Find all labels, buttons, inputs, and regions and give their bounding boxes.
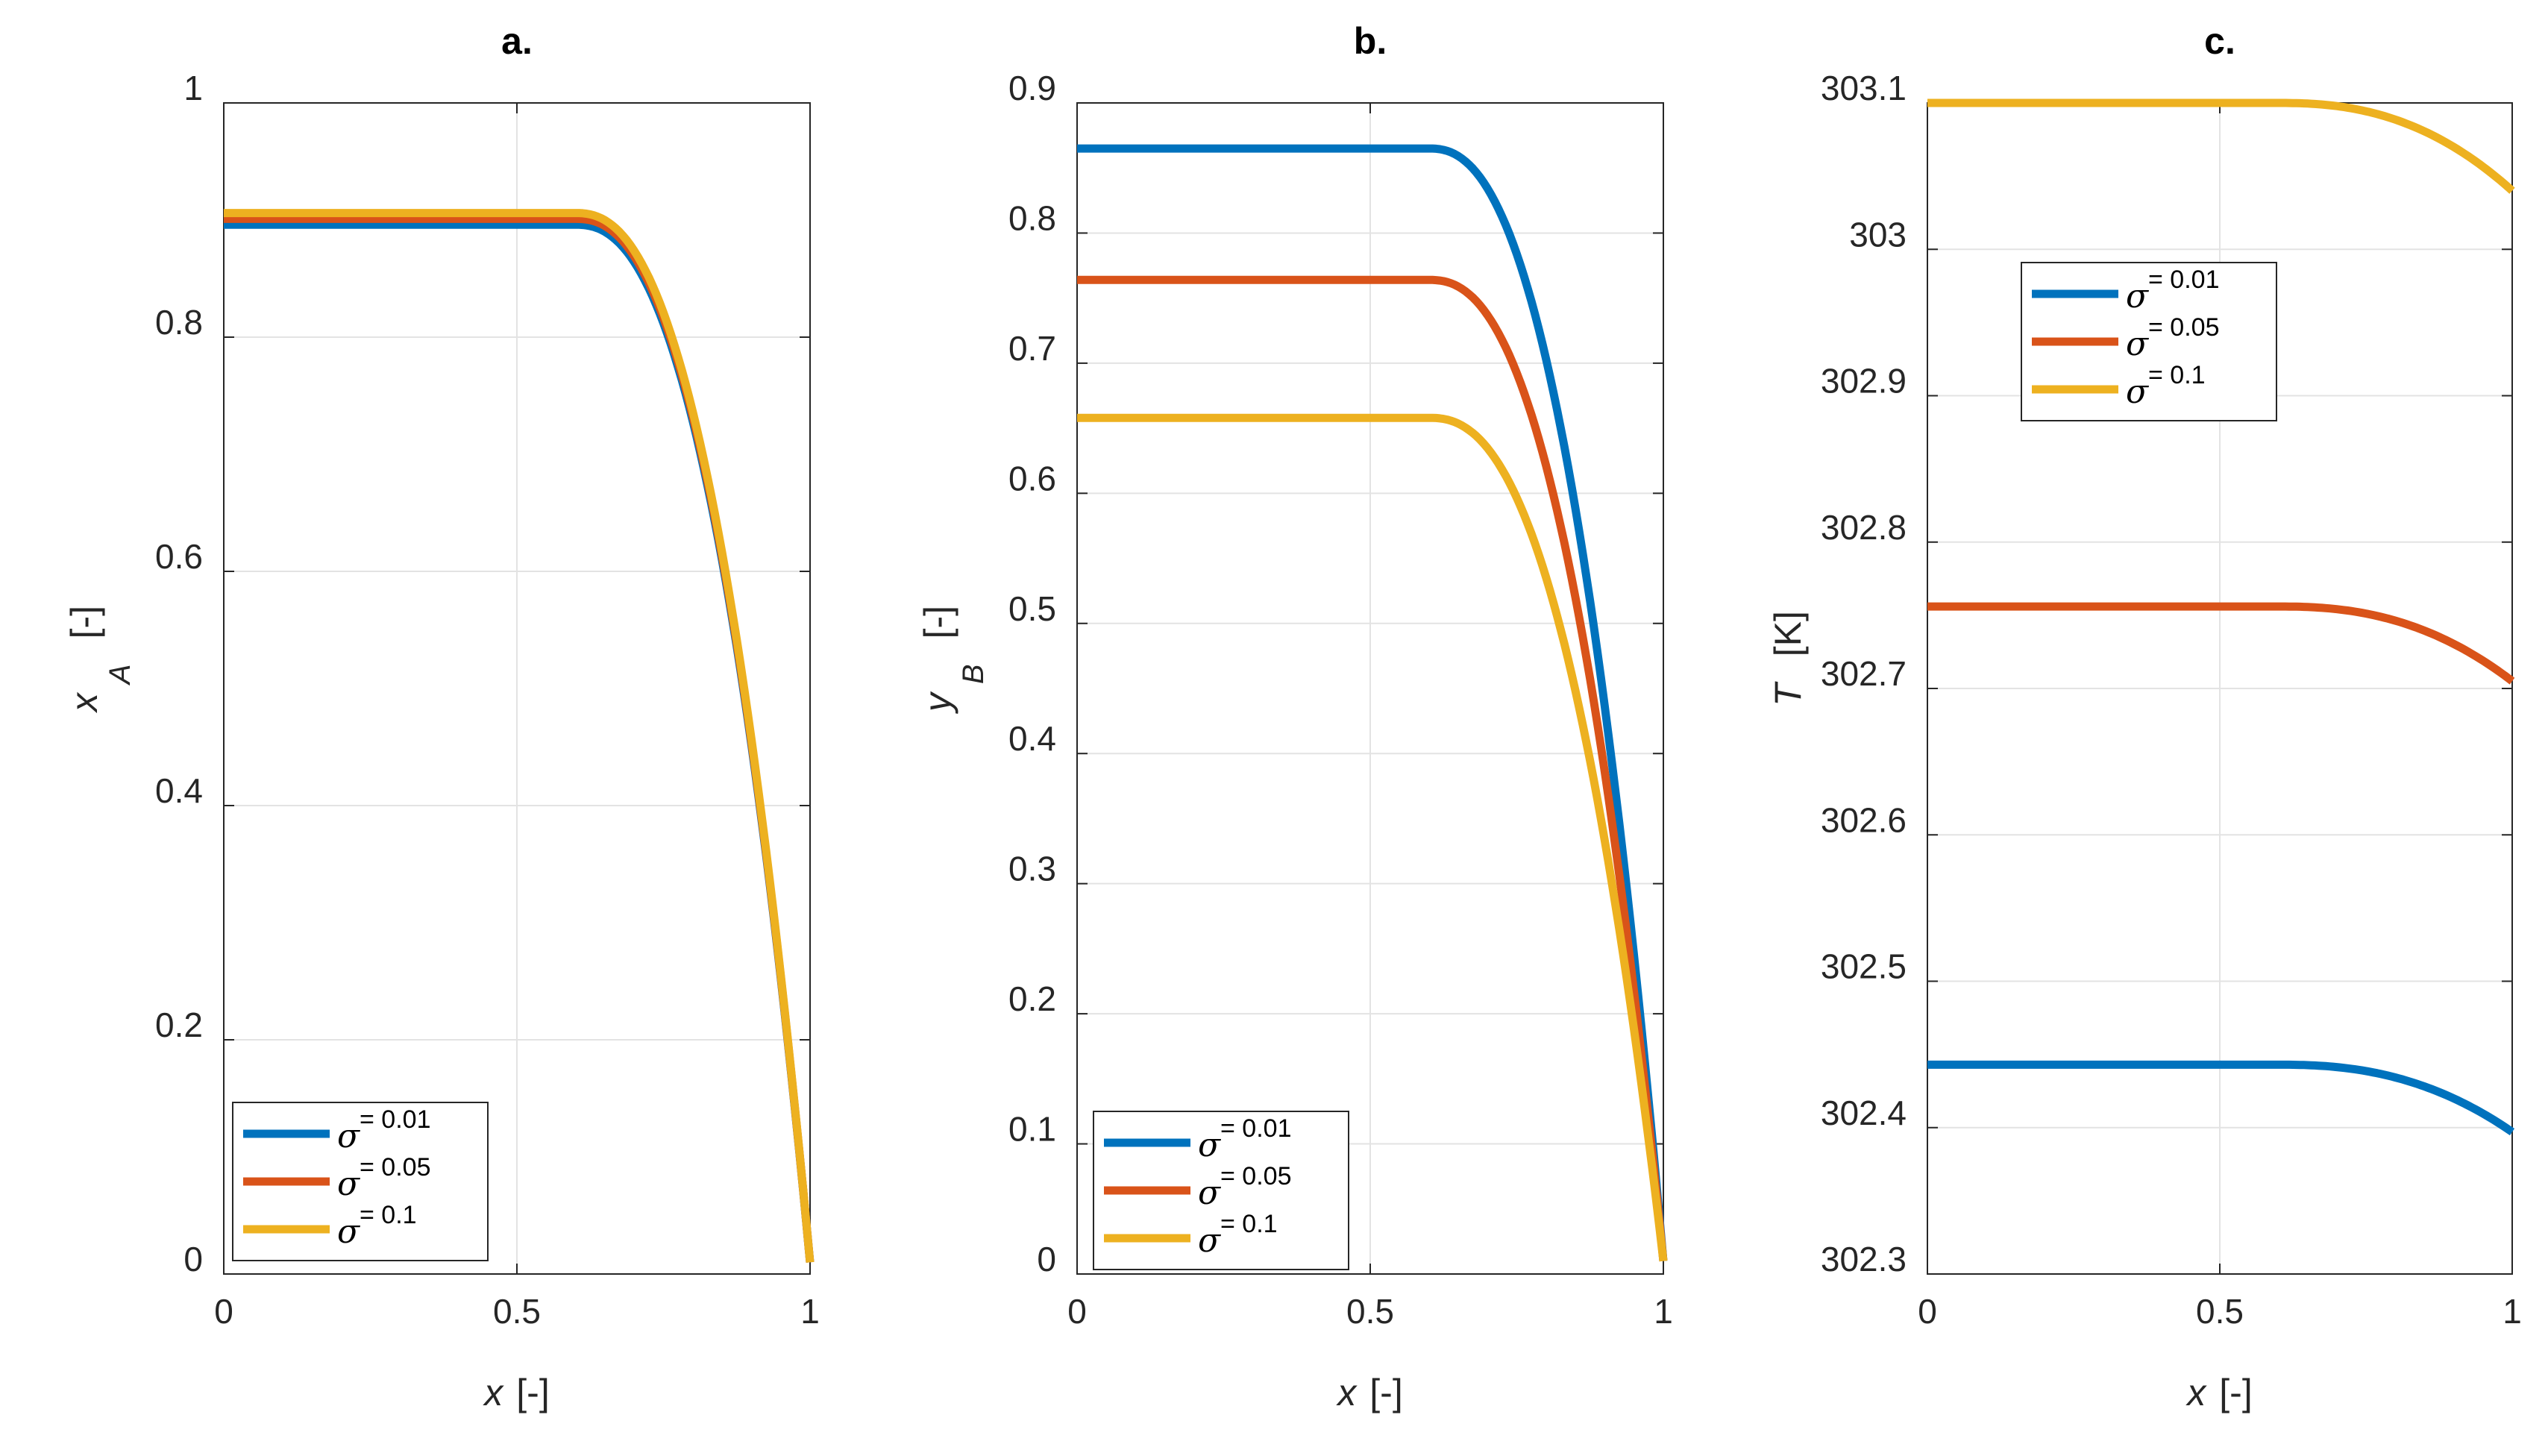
y-tick-label: 0.2: [155, 1005, 203, 1044]
legend-symbol: σ: [2126, 373, 2150, 411]
y-axis-subscript: A: [104, 664, 136, 685]
y-tick-label: 0.6: [155, 537, 203, 576]
y-tick-label: 0.1: [1008, 1110, 1056, 1149]
y-tick-label: 302.5: [1821, 947, 1907, 986]
y-axis-symbol: y: [917, 691, 958, 714]
x-tick-label: 0.5: [493, 1292, 541, 1331]
legend-label: = 0.01: [2148, 266, 2219, 294]
y-tick-label: 0.8: [1008, 198, 1056, 237]
y-tick-label: 0.5: [1008, 589, 1056, 628]
series-line-1: [1076, 144, 1668, 1262]
legend-label: = 0.05: [360, 1153, 430, 1182]
y-tick-label: 303.1: [1821, 69, 1907, 107]
legend-symbol: σ: [337, 1165, 361, 1203]
y-tick-label: 0.4: [1008, 719, 1056, 758]
x-tick-label: 0: [214, 1292, 233, 1331]
y-tick-label: 0.8: [155, 303, 203, 342]
x-axis-unit: [-]: [1369, 1372, 1402, 1413]
chart-panel-b: 0 0.5 100.10.20.30.40.50.60.70.80.9b.x [-]y…: [917, 20, 1673, 1413]
chart-panel-c: 0 0.5 1 302.3 302.4 302.5 302.6 302.7 302.8 302.9…: [1767, 20, 2522, 1413]
series-line-2: [1076, 275, 1668, 1262]
legend-symbol: σ: [337, 1213, 361, 1251]
y-tick-label: 303: [1849, 215, 1907, 254]
y-tick-label: 1: [183, 69, 203, 107]
x-axis-symbol: x: [2185, 1372, 2207, 1413]
y-tick-label: 302.4: [1821, 1093, 1907, 1132]
y-tick-label: 0.2: [1008, 979, 1056, 1018]
x-axis-label: x [-]: [2185, 1372, 2252, 1413]
y-tick-label: 302.6: [1821, 800, 1907, 839]
legend-label: = 0.01: [1220, 1114, 1291, 1143]
legend-symbol: σ: [1198, 1126, 1222, 1164]
x-axis-label: x [-]: [483, 1372, 549, 1413]
legend-symbol: σ: [1198, 1174, 1222, 1212]
y-tick-label: 0: [1037, 1240, 1056, 1278]
legend-label: = 0.01: [360, 1105, 430, 1134]
x-axis-symbol: x: [483, 1372, 504, 1413]
y-axis-label: xA [-]: [63, 606, 136, 713]
chart-title: a.: [501, 20, 533, 62]
legend-symbol: σ: [2126, 325, 2150, 363]
series-line-3: [223, 209, 815, 1263]
y-axis-symbol: T: [1767, 681, 1809, 706]
y-tick-label: 0.6: [1008, 459, 1056, 498]
chart-title: b.: [1354, 20, 1387, 62]
x-axis-symbol: x: [1336, 1372, 1358, 1413]
y-tick-label: 0.3: [1008, 850, 1056, 888]
y-tick-label: 0.4: [155, 771, 203, 810]
x-tick-label: 0.5: [1346, 1292, 1394, 1331]
x-tick-label: 1: [800, 1292, 820, 1331]
y-tick-label: 302.8: [1821, 508, 1907, 547]
x-tick-label: 0: [1067, 1292, 1087, 1331]
legend-symbol: σ: [2126, 277, 2150, 316]
y-axis-label: yB [-]: [917, 606, 990, 714]
x-tick-label: 0: [1918, 1292, 1937, 1331]
y-axis-unit: [-]: [63, 606, 105, 638]
y-tick-label: 0.7: [1008, 329, 1056, 368]
x-tick-label: 0.5: [2196, 1292, 2244, 1331]
legend-label: = 0.05: [2148, 313, 2219, 342]
y-tick-label: 302.7: [1821, 654, 1907, 693]
y-axis-symbol: x: [63, 691, 105, 713]
x-tick-label: 1: [2502, 1292, 2522, 1331]
y-axis-label: T [K]: [1767, 611, 1809, 706]
x-axis-unit: [-]: [2219, 1372, 2252, 1413]
legend-label: = 0.1: [1220, 1210, 1278, 1238]
series-line-1: [1927, 1060, 2515, 1136]
x-tick-label: 1: [1654, 1292, 1673, 1331]
legend-symbol: σ: [337, 1117, 361, 1155]
series-line-3: [1927, 98, 2515, 194]
legend-label: = 0.1: [2148, 361, 2206, 389]
legend: σ = 0.01σ = 0.05σ = 0.1: [2021, 262, 2277, 421]
x-axis-label: x [-]: [1336, 1372, 1402, 1413]
y-axis-unit: [K]: [1767, 611, 1809, 656]
x-axis-unit: [-]: [516, 1372, 549, 1413]
y-tick-label: 0: [183, 1240, 203, 1278]
y-tick-label: 0.9: [1008, 69, 1056, 107]
series-line-3: [1076, 413, 1668, 1262]
legend-label: = 0.1: [360, 1201, 417, 1229]
y-axis-subscript: B: [957, 664, 990, 684]
chart-title: c.: [2204, 20, 2235, 62]
legend-label: = 0.05: [1220, 1162, 1291, 1190]
series-line-2: [1927, 602, 2515, 685]
legend: σ = 0.01σ = 0.05σ = 0.1: [232, 1102, 489, 1261]
y-tick-label: 302.9: [1821, 362, 1907, 401]
y-tick-label: 302.3: [1821, 1240, 1907, 1278]
chart-panel-a: 0 0.5 100.20.40.60.81a.x [-]xA[-]σ = 0.01σ = …: [63, 20, 820, 1413]
legend: σ = 0.01σ = 0.05σ = 0.1: [1093, 1111, 1349, 1270]
y-axis-unit: [-]: [917, 606, 958, 638]
legend-symbol: σ: [1198, 1222, 1222, 1260]
